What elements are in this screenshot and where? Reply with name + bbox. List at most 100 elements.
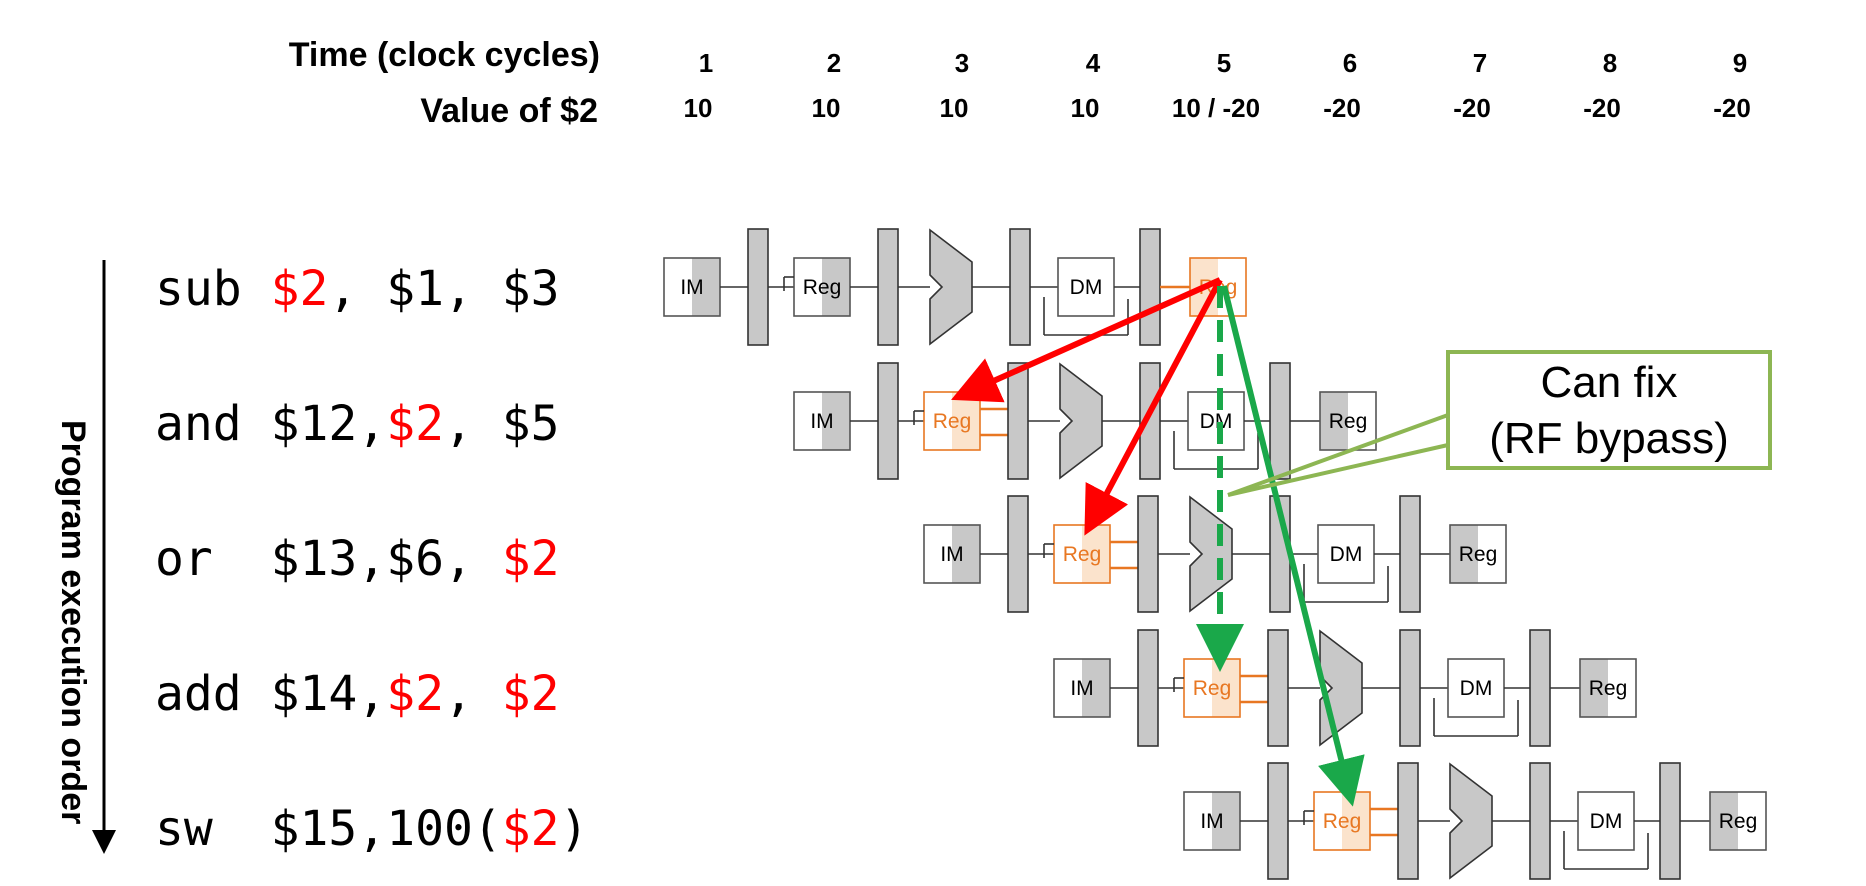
instruction-list: sub $2, $1, $3 and $12,$2, $5 or $13,$6, $…	[155, 261, 588, 857]
stage-label: DM	[1330, 543, 1363, 566]
stage-label: DM	[1460, 677, 1493, 700]
instruction-text: )	[560, 801, 589, 857]
stage-label: Reg	[1719, 810, 1758, 833]
instruction-text: sub	[155, 261, 271, 317]
stage-label: IM	[810, 410, 833, 433]
pipeline-latch	[877, 228, 899, 346]
instruction-0: sub $2, $1, $3	[155, 261, 560, 317]
execution-order-label: Program execution order	[54, 420, 92, 824]
instruction-4: sw $15,100($2)	[155, 801, 588, 857]
reg-read-stage-hazard: Reg	[1053, 524, 1111, 584]
pipeline-latch	[1529, 629, 1551, 747]
pipeline-latch	[1399, 629, 1421, 747]
stage-outline	[1449, 524, 1507, 584]
value-label: Value of $2	[420, 92, 598, 130]
callout-pointer-lower	[1227, 443, 1449, 497]
register-operand: $2	[271, 261, 329, 317]
register-value: 10	[684, 93, 713, 123]
stage-outline	[1709, 791, 1767, 851]
register-value: 10	[812, 93, 841, 123]
instruction-text: sw $15,100(	[155, 801, 502, 857]
time-label: Time (clock cycles)	[289, 36, 600, 74]
im-stage: IM	[923, 524, 981, 584]
callout-line-1: Can fix	[1541, 358, 1678, 407]
cycle-number: 4	[1086, 48, 1101, 78]
cycle-number: 1	[699, 48, 713, 78]
pipeline-latch	[1137, 495, 1159, 613]
stage-shade	[822, 258, 850, 316]
stage-label: Reg	[803, 276, 842, 299]
pipeline-latch	[1659, 762, 1681, 880]
register-operand: $2	[502, 666, 560, 722]
reg-read-stage-hazard: Reg	[923, 391, 981, 451]
stage-outline	[1579, 658, 1637, 718]
pipeline-latch	[1267, 629, 1289, 747]
instruction-2: or $13,$6, $2	[155, 531, 560, 587]
stage-label: Reg	[1459, 543, 1498, 566]
alu-shape	[929, 228, 973, 346]
register-value: -20	[1583, 93, 1621, 123]
instruction-text: , $5	[444, 396, 560, 452]
pipeline-rows: IM Reg DM Reg IM Reg DM Reg IM Reg DM Reg IM Reg DM Reg…	[663, 228, 1767, 880]
stage-label: IM	[1200, 810, 1223, 833]
pipeline-latch	[1007, 362, 1029, 480]
cycle-number: 6	[1343, 48, 1357, 78]
instruction-text: or $13,$6,	[155, 531, 502, 587]
register-value: -20	[1323, 93, 1361, 123]
pipeline-row-4: IM Reg DM Reg	[1183, 762, 1767, 880]
register-operand: $2	[386, 396, 444, 452]
im-stage: IM	[1053, 658, 1111, 718]
stage-label: DM	[1200, 410, 1233, 433]
stage-outline	[1053, 524, 1111, 584]
instruction-1: and $12,$2, $5	[155, 396, 560, 452]
pipeline-latch	[1009, 228, 1031, 346]
stage-label: Reg	[1329, 410, 1368, 433]
cycle-number: 2	[827, 48, 841, 78]
register-operand: $2	[386, 666, 444, 722]
reg-write-stage: Reg	[1579, 658, 1637, 718]
reg-write-stage: Reg	[1709, 791, 1767, 851]
register-value: -20	[1453, 93, 1491, 123]
dm-stage: DM	[1447, 658, 1505, 718]
callout-box	[1446, 350, 1772, 470]
cycle-number: 3	[955, 48, 969, 78]
stage-shade	[1320, 392, 1348, 450]
dm-stage: DM	[1187, 391, 1245, 451]
stage-label: Reg	[1323, 810, 1362, 833]
reg-write-stage: Reg	[1449, 524, 1507, 584]
reg-write-stage: Reg	[1319, 391, 1377, 451]
cycle-numbers: 1 2 3 4 5 6 7 8 9	[699, 48, 1747, 78]
im-stage: IM	[1183, 791, 1241, 851]
dm-stage: DM	[1057, 257, 1115, 317]
pipeline-latch	[747, 228, 769, 346]
reg-read-stage-hazard: Reg	[1183, 658, 1241, 718]
instruction-text: ,	[444, 666, 502, 722]
pipeline-latch	[1397, 762, 1419, 880]
bypass-arrow-sw	[1221, 285, 1365, 807]
stage-shade	[1082, 659, 1110, 717]
alu-shape	[1189, 495, 1233, 613]
pipeline-latch	[1529, 762, 1551, 880]
instruction-3: add $14,$2, $2	[155, 666, 560, 722]
register-operand: $2	[502, 531, 560, 587]
stage-label: Reg	[1589, 677, 1628, 700]
stage-label: IM	[1070, 677, 1093, 700]
cycle-number: 9	[1733, 48, 1747, 78]
forwarding-arrows	[951, 277, 1365, 807]
cycle-number: 7	[1473, 48, 1487, 78]
alu-shape	[1059, 362, 1103, 480]
pipeline-row-3: IM Reg DM Reg	[1053, 629, 1637, 747]
hazard-arrow-or	[1084, 278, 1223, 536]
pipeline-latch	[1269, 362, 1291, 480]
pipeline-row-1: IM Reg DM Reg	[793, 362, 1377, 480]
stage-label: IM	[940, 543, 963, 566]
reg-read-stage: Reg	[793, 257, 851, 317]
stage-label: Reg	[1063, 543, 1102, 566]
stage-label: Reg	[1193, 677, 1232, 700]
stage-shade	[952, 525, 980, 583]
stage-label: IM	[680, 276, 703, 299]
cycle-number: 5	[1217, 48, 1231, 78]
